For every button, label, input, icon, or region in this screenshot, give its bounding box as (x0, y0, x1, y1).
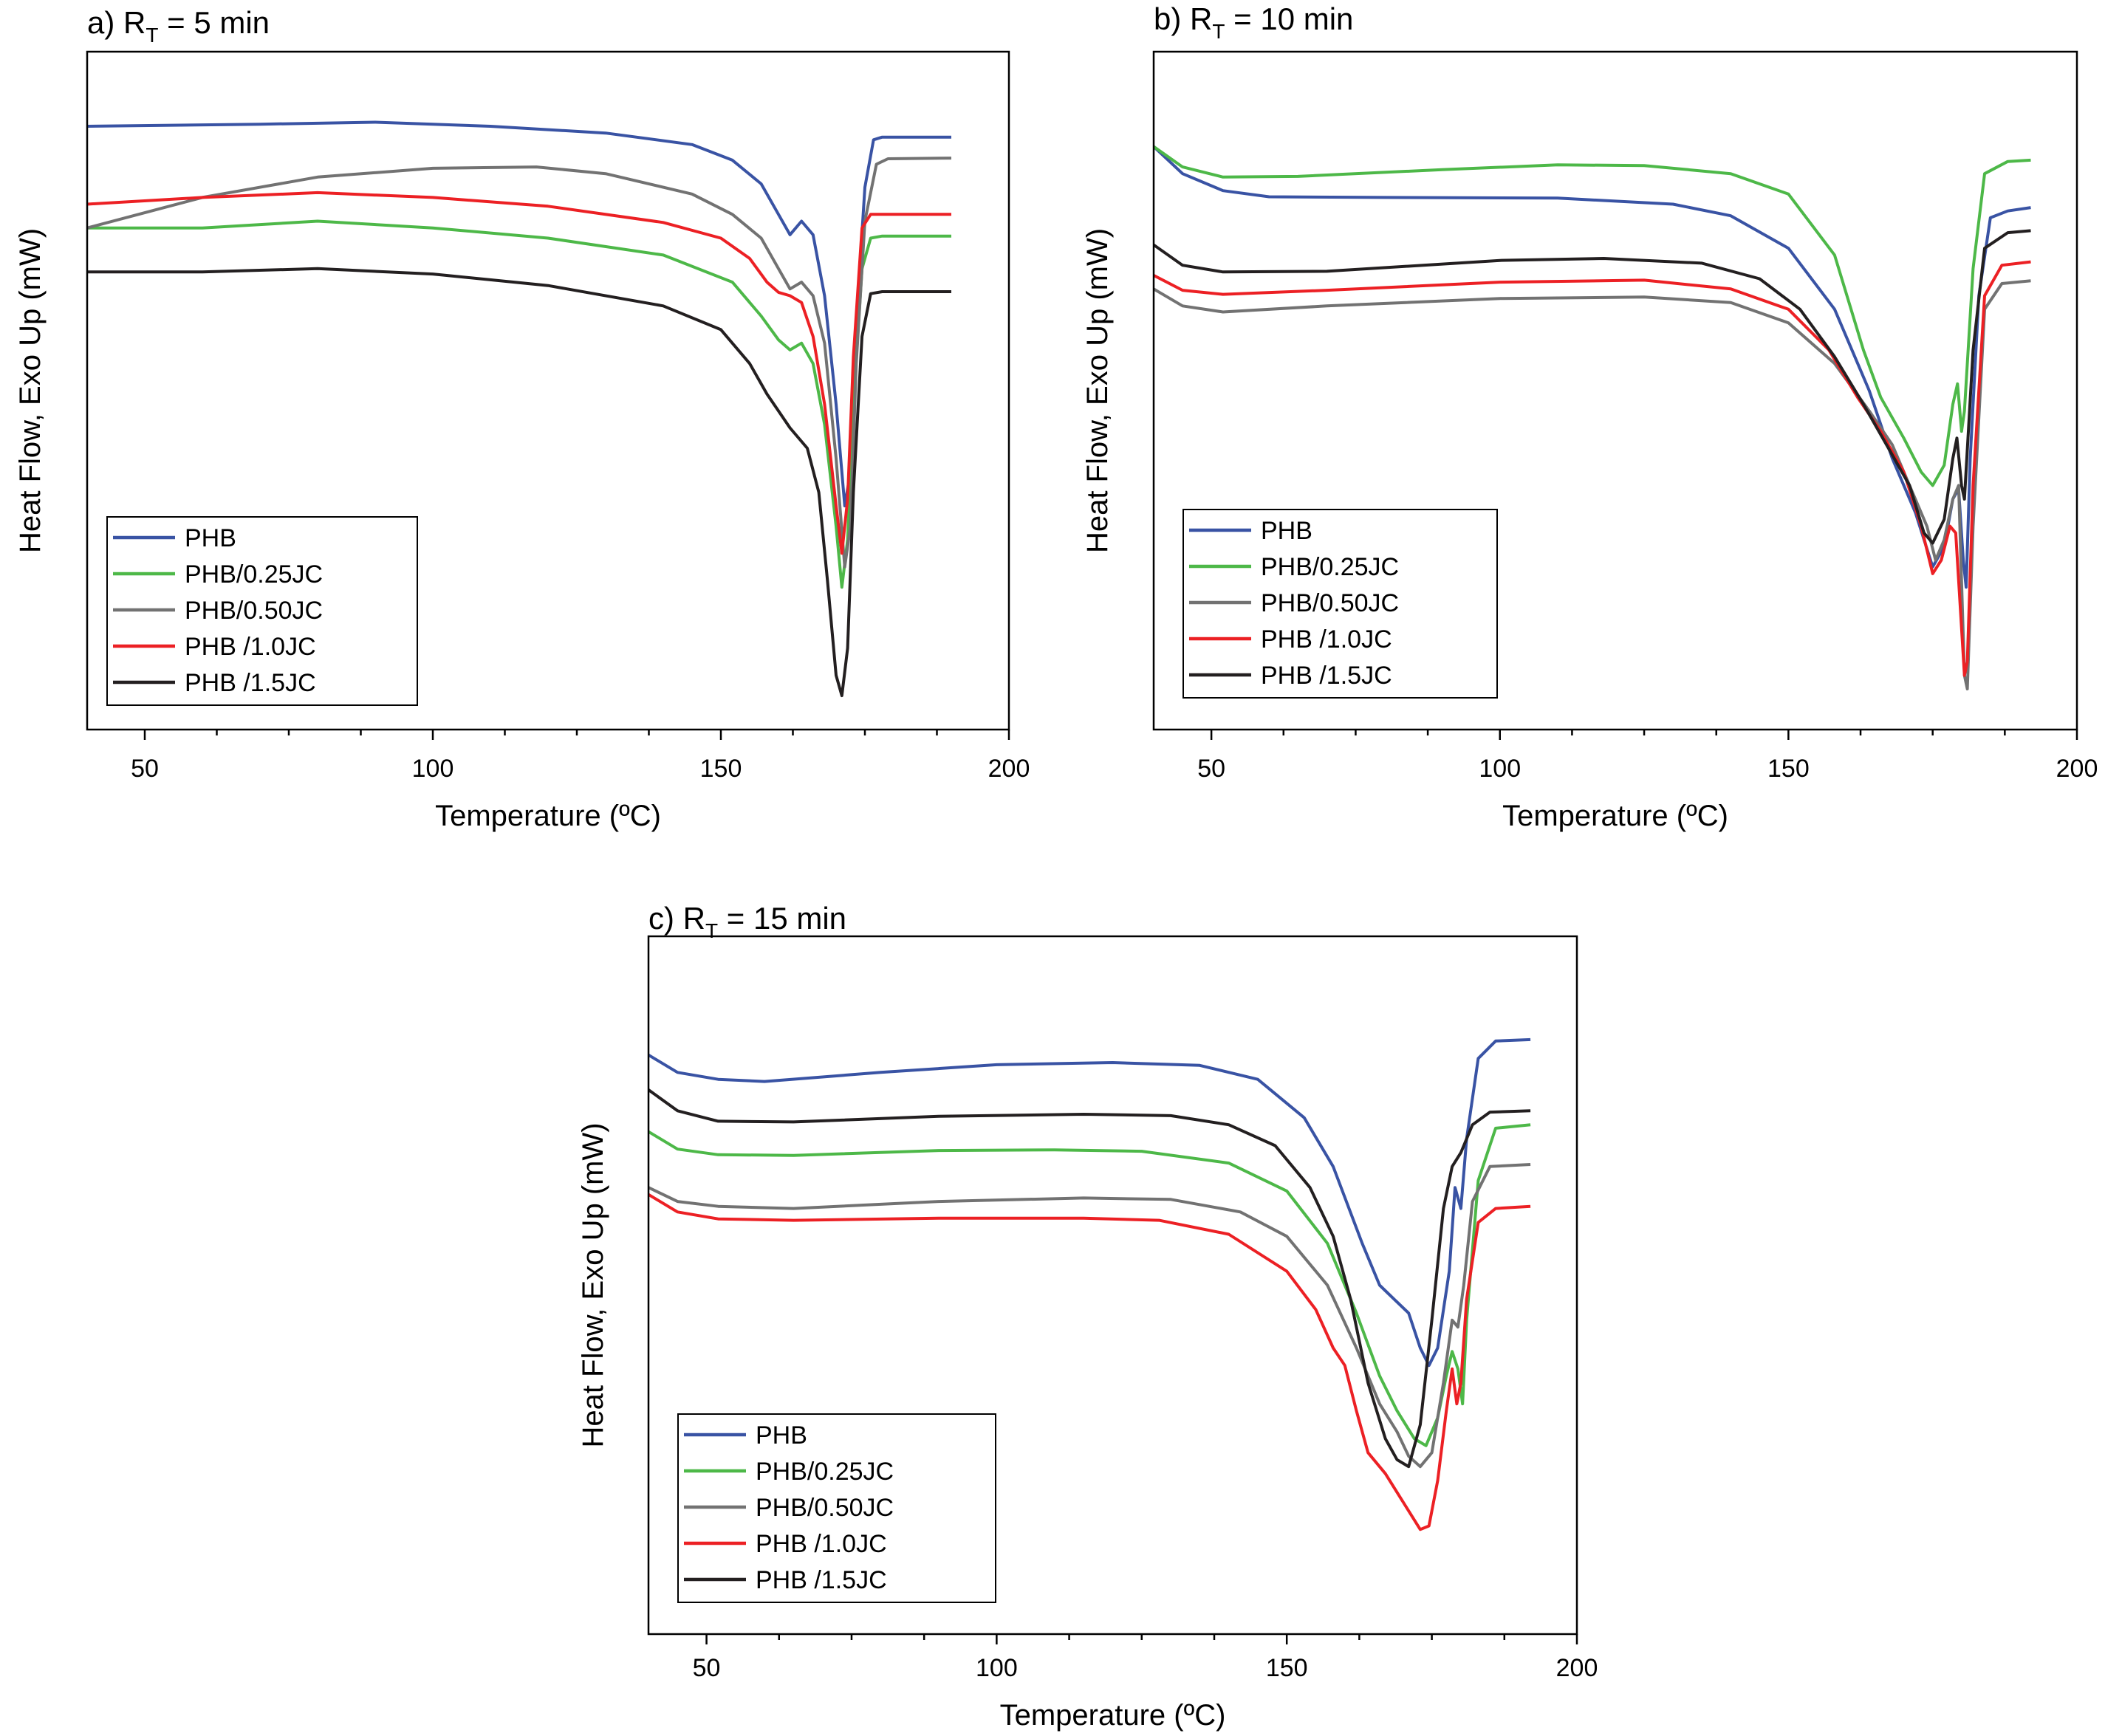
title-prefix: b) R (1154, 1, 1212, 36)
x-tick-label: 100 (976, 1654, 1018, 1682)
series-line-phb-0-25jc (1154, 145, 2031, 487)
x-tick-label: 150 (1266, 1654, 1308, 1682)
legend-label: PHB/0.50JC (185, 597, 323, 625)
x-tick-label: 100 (1479, 755, 1521, 783)
x-tick-label: 100 (412, 755, 454, 783)
legend-label: PHB /1.0JC (1261, 625, 1392, 653)
title-prefix: a) R (87, 5, 146, 40)
x-tick-label: 150 (1767, 755, 1810, 783)
plot-frame (647, 935, 1578, 1636)
panel-a-title: a) RT = 5 min (87, 5, 270, 47)
legend-label: PHB (1261, 517, 1312, 545)
title-suffix: = 15 min (718, 901, 846, 936)
legend-label: PHB/0.25JC (1261, 553, 1399, 581)
x-axis-label: Temperature (ºC) (1000, 1699, 1226, 1732)
x-tick-label: 200 (2056, 755, 2098, 783)
series-line-phb-1-5jc (1154, 229, 2031, 545)
plot-frame (1152, 50, 2078, 731)
legend-label: PHB/0.25JC (756, 1458, 894, 1486)
series-line-phb-1-0jc (648, 1193, 1531, 1531)
y-axis-label: Heat Flow, Exo Up (mW) (14, 228, 47, 553)
legend-label: PHB /1.5JC (185, 669, 316, 697)
series-line-phb (648, 1037, 1531, 1368)
legend: PHB PHB/0.25JC PHB/0.50JC PHB /1.0JC PHB /1.… (1182, 509, 1498, 699)
legend-label: PHB /1.5JC (1261, 662, 1392, 690)
legend: PHB PHB/0.25JC PHB/0.50JC PHB /1.0JC PHB /1.… (677, 1413, 996, 1603)
x-tick-label: 50 (1197, 755, 1225, 783)
legend-label: PHB/0.50JC (1261, 589, 1399, 617)
x-axis-label: Temperature (ºC) (1502, 800, 1728, 832)
y-axis-label: Heat Flow, Exo Up (mW) (577, 1122, 609, 1447)
series-line-phb-1-0jc (87, 191, 951, 555)
series-line-phb-0-50jc (648, 1163, 1531, 1469)
series-line-phb-1-5jc (87, 267, 951, 698)
title-suffix: = 5 min (158, 5, 270, 40)
legend-label: PHB (756, 1421, 807, 1449)
legend: PHB PHB/0.25JC PHB/0.50JC PHB /1.0JC PHB /1.… (106, 516, 418, 706)
title-prefix: c) R (648, 901, 705, 936)
legend-label: PHB (185, 524, 236, 552)
legend-label: PHB /1.0JC (185, 633, 316, 661)
panel-c: c) RT = 15 min 50 100 150 200 Temperature (ºC… (577, 901, 1598, 1732)
series-line-phb (1154, 145, 2031, 589)
x-axis-label: Temperature (ºC) (435, 800, 661, 832)
legend-label: PHB/0.50JC (756, 1494, 894, 1522)
panel-c-title: c) RT = 15 min (648, 901, 846, 942)
legend-label: PHB /1.5JC (756, 1566, 887, 1594)
title-suffix: = 10 min (1225, 1, 1353, 36)
legend-label: PHB/0.25JC (185, 560, 323, 589)
x-tick-label: 200 (1556, 1654, 1598, 1682)
series-line-phb-1-5jc (648, 1088, 1531, 1469)
x-tick-label: 50 (693, 1654, 721, 1682)
panel-b: b) RT = 10 min 50 100 150 200 Temperature (ºC… (1081, 1, 2098, 832)
legend-label: PHB /1.0JC (756, 1530, 887, 1558)
series-line-phb-0-50jc (87, 157, 952, 569)
series-group (87, 120, 952, 698)
title-subscript: T (1212, 20, 1225, 43)
series-group (1154, 145, 2031, 690)
x-tick-label: 150 (700, 755, 742, 783)
title-subscript: T (705, 919, 718, 942)
series-line-phb-1-0jc (1154, 260, 2031, 677)
series-line-phb-0-25jc (648, 1123, 1531, 1447)
x-tick-label: 200 (988, 755, 1030, 783)
panel-a: a) RT = 5 min 50 100 150 200 Temperature (ºC)… (14, 5, 1030, 832)
x-tick-label: 50 (131, 755, 159, 783)
y-axis-label: Heat Flow, Exo Up (mW) (1081, 228, 1114, 553)
plot-frame (86, 50, 1010, 731)
title-subscript: T (146, 24, 158, 47)
series-group (648, 1037, 1531, 1531)
panel-b-title: b) RT = 10 min (1154, 1, 1353, 43)
